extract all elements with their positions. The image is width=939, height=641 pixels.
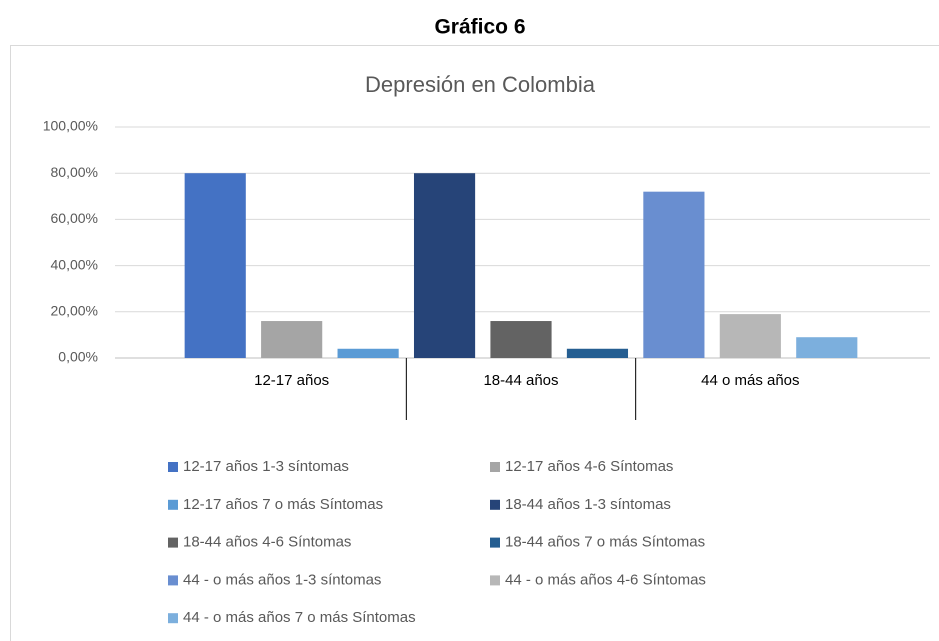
bar (796, 337, 858, 358)
legend-swatch (490, 499, 500, 510)
chart-title: Depresión en Colombia (365, 72, 596, 97)
x-tick-label: 12-17 años (254, 372, 329, 389)
legend-label: 12-17 años 7 o más Síntomas (183, 496, 383, 513)
legend-swatch (490, 537, 500, 548)
legend-label: 44 - o más años 1-3 síntomas (183, 571, 381, 588)
y-tick-label: 60,00% (51, 210, 98, 226)
legend-label: 12-17 años 4-6 Síntomas (505, 458, 673, 475)
legend-label: 44 - o más años 7 o más Síntomas (183, 609, 416, 626)
legend-label: 18-44 años 7 o más Síntomas (505, 534, 705, 551)
legend-label: 18-44 años 4-6 Síntomas (183, 534, 351, 551)
legend-swatch (168, 537, 178, 548)
bar (413, 173, 476, 358)
legend-swatch (490, 575, 500, 586)
heading: Gráfico 6 (434, 16, 525, 39)
y-tick-label: 80,00% (51, 164, 98, 180)
bar (566, 348, 629, 358)
bar (490, 321, 552, 358)
legend-swatch (490, 462, 500, 472)
y-tick-label: 20,00% (51, 303, 98, 319)
legend-swatch (168, 575, 178, 586)
bar (261, 321, 323, 358)
x-tick-label: 44 o más años (701, 372, 799, 389)
legend-swatch (168, 613, 178, 624)
y-tick-label: 40,00% (51, 256, 98, 272)
legend-label: 44 - o más años 4-6 Síntomas (505, 571, 706, 588)
legend-label: 18-44 años 1-3 síntomas (505, 496, 671, 513)
bar (337, 348, 399, 358)
bar (719, 314, 781, 358)
y-tick-label: 100,00% (43, 118, 98, 134)
legend-swatch (168, 499, 178, 510)
legend-label: 12-17 años 1-3 síntomas (183, 458, 349, 475)
bar (184, 173, 246, 358)
legend-swatch (168, 462, 178, 472)
bar (643, 191, 705, 358)
y-tick-label: 0,00% (58, 349, 98, 365)
x-tick-label: 18-44 años (483, 372, 558, 389)
